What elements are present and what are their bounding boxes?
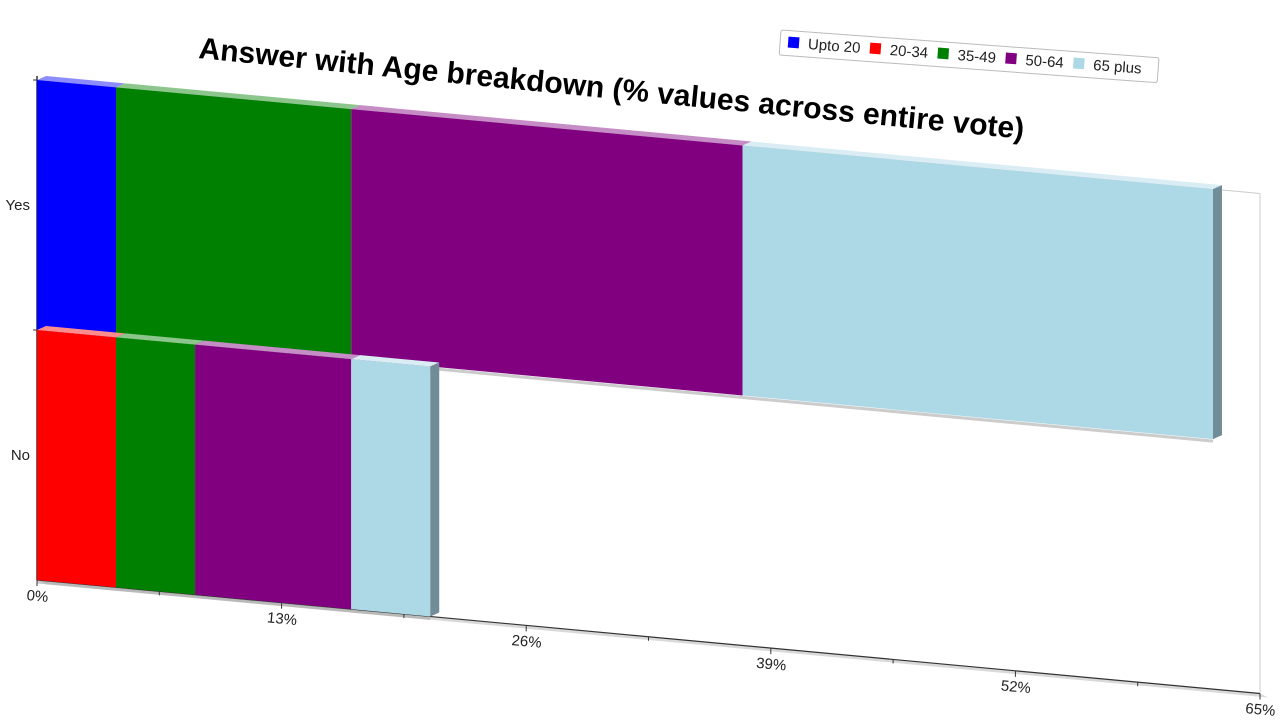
bar-top-yes-35-49 [116, 83, 361, 110]
bar-top-no-35-49 [116, 333, 205, 345]
y-tick-label-no: No [11, 447, 30, 464]
x-tick-label: 52% [1000, 677, 1031, 697]
y-tick-label-yes: Yes [6, 197, 30, 214]
legend-label-20-34: 20-34 [889, 42, 929, 62]
legend-swatch-20-34 [869, 42, 882, 55]
legend-label-upto-20: Upto 20 [807, 36, 861, 57]
bar-top-no-65-plus [351, 355, 440, 367]
legend-label-35-49: 35-49 [957, 47, 997, 67]
bar-end-face-yes [1212, 185, 1222, 440]
legend-swatch-35-49 [937, 47, 950, 60]
bar-yes-35-49 [116, 87, 352, 360]
bar-yes-65-plus [742, 145, 1213, 440]
plot-area: Yes No 0% 13% 26% 39% 52% 65% [6, 76, 1276, 720]
legend-label-50-64: 50-64 [1025, 52, 1065, 72]
bar-yes-upto-20 [37, 80, 117, 338]
bar-end-face-no [430, 362, 440, 617]
legend-swatch-50-64 [1005, 52, 1017, 65]
bar-top-yes-50-64 [351, 105, 752, 146]
x-tick-label: 0% [26, 587, 49, 606]
bar-top-yes-upto-20 [37, 76, 126, 88]
bar-no-20-34 [37, 330, 117, 588]
bar-no-35-49 [116, 337, 196, 595]
bar-shadow-no [36, 580, 431, 620]
legend-swatch-65-plus [1072, 57, 1085, 70]
x-tick-label: 65% [1245, 700, 1276, 720]
bar-top-yes-65-plus [742, 141, 1222, 190]
x-tick-label: 26% [511, 632, 542, 652]
legend-swatch-upto-20 [787, 36, 800, 49]
bar-yes-50-64 [351, 109, 743, 396]
bar-no-50-64 [195, 344, 352, 610]
x-tick-label: 39% [755, 655, 786, 675]
x-tick-label: 13% [266, 609, 297, 629]
bar-top-no-50-64 [195, 340, 361, 360]
bar-top-no-20-34 [37, 326, 126, 338]
legend-label-65-plus: 65 plus [1093, 57, 1142, 77]
legend: Upto 20 20-34 35-49 50-64 65 plus [778, 29, 1160, 84]
bar-no-65-plus [351, 359, 431, 617]
